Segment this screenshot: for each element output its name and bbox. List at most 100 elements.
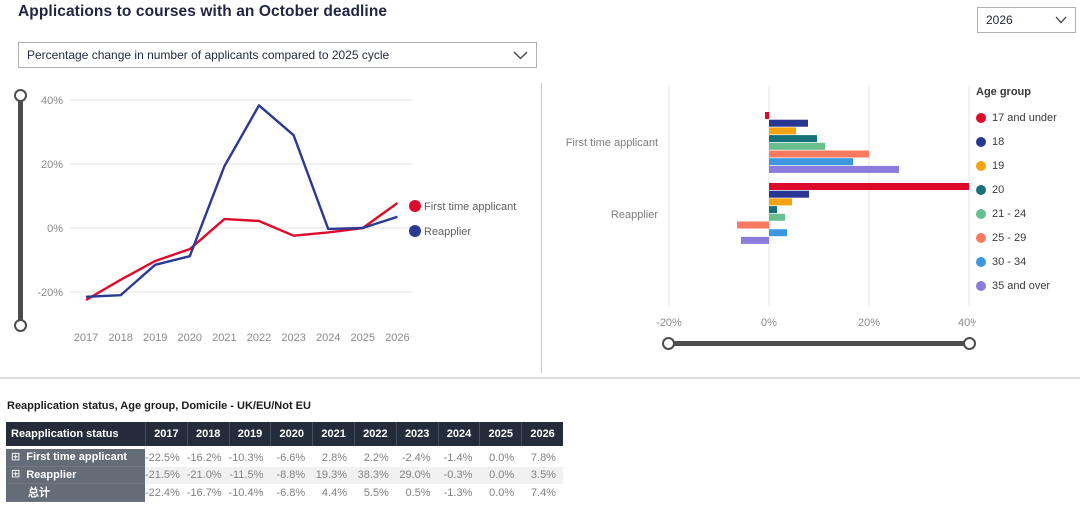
slider-handle-bottom[interactable] [13,319,27,332]
expand-icon[interactable]: ⊞ [11,468,21,481]
slider-handle-top[interactable] [13,89,27,102]
table-cell[interactable]: -1.4% [443,451,473,464]
age-group-legend: Age group 17 and under 18 19 20 21 - 24 25 - … [976,86,1080,298]
slider-handle-left[interactable] [662,337,675,350]
bar[interactable] [769,119,808,127]
metric-filter-dropdown[interactable]: Percentage change in number of applicant… [18,42,537,68]
expand-icon[interactable]: ⊞ [11,450,21,463]
metric-filter-value: Percentage change in number of applicant… [27,48,390,62]
x-tick-label: 2019 [143,332,167,344]
table-header-year[interactable]: 2025 [479,422,521,446]
table-cell[interactable]: -22.5% [144,451,180,464]
table-cell[interactable]: -8.8% [276,469,306,482]
table-cell[interactable]: 7.8% [530,451,556,464]
line-series[interactable] [85,104,398,298]
table-header-year[interactable]: 2018 [186,422,229,446]
legend-label: 21 - 24 [992,208,1027,220]
table-cell[interactable]: -0.3% [443,469,473,482]
legend-dot [976,137,986,147]
table-cell[interactable]: 38.3% [357,469,389,482]
row-label-cell[interactable]: ⊞ Reapplier [6,466,145,484]
bar[interactable] [769,165,899,173]
table-row: 总计 -22.4% -16.7% -10.4% -6.8% 4.4% 5.5% 0.5% -1.… [6,484,563,502]
legend-dot [976,161,986,171]
table-cell[interactable]: 0.0% [489,469,515,482]
table-cell[interactable]: -6.6% [276,451,306,464]
table-cell[interactable]: 2.8% [321,451,347,464]
table-header-year[interactable]: 2022 [353,422,396,446]
bar[interactable] [769,142,825,150]
table-cell[interactable]: -1.3% [443,486,473,499]
table-cell[interactable]: -16.2% [186,451,222,464]
table-cell[interactable]: -22.4% [144,486,180,499]
row-label-cell[interactable]: 总计 [6,484,145,502]
table-cell[interactable]: -10.4% [228,486,264,499]
slider-track[interactable] [668,341,970,346]
legend-item[interactable]: 20 [976,178,1080,202]
line-chart: 40% 20% 0% -20% 2017 2018 2019 2020 2021 2022 2023… [37,95,516,344]
x-tick-label: 20% [858,317,880,329]
legend-item[interactable]: 21 - 24 [976,202,1080,226]
table-cell[interactable]: 7.4% [530,486,556,499]
table-header-year[interactable]: 2017 [145,422,187,446]
slider-track[interactable] [17,96,23,328]
year-filter-dropdown[interactable]: 2026 [977,7,1076,33]
table-cell[interactable]: 2.2% [363,451,389,464]
table-header-year[interactable]: 2021 [312,422,354,446]
table-cell[interactable]: -16.7% [186,486,222,499]
legend-label[interactable]: Reapplier [424,226,471,238]
legend-title: Age group [976,86,1031,98]
table-cell[interactable]: -21.5% [144,469,180,482]
bar[interactable] [769,213,785,221]
bar[interactable] [769,190,809,198]
table-header-year[interactable]: 2019 [228,422,271,446]
table-cell[interactable]: 3.5% [530,469,556,482]
legend-item[interactable]: 19 [976,154,1080,178]
y-axis-range-slider[interactable] [13,89,27,332]
table-cell[interactable]: 0.0% [489,486,515,499]
legend-label: 19 [992,160,1005,172]
table-header-year[interactable]: 2024 [437,422,480,446]
x-tick-label: 2017 [74,332,98,344]
table-cell[interactable]: 0.0% [489,451,515,464]
legend-item[interactable]: 30 - 34 [976,250,1080,274]
row-label-cell[interactable]: ⊞ First time applicant [6,449,145,467]
bar[interactable] [769,206,777,214]
table-cell[interactable]: -21.0% [186,469,222,482]
table-header-year[interactable]: 2020 [270,422,312,446]
table-header-year[interactable]: 2026 [521,422,563,446]
bar[interactable] [737,221,769,229]
legend-item[interactable]: 35 and over [976,274,1080,298]
slider-handle-right[interactable] [963,337,976,350]
legend-label[interactable]: First time applicant [424,201,516,213]
legend-item[interactable]: 18 [976,130,1080,154]
bar[interactable] [769,198,792,206]
bar[interactable] [769,150,869,158]
bar[interactable] [765,112,769,119]
bar[interactable] [769,229,787,237]
table-header-year[interactable]: 2023 [395,422,438,446]
table-cell[interactable]: 0.5% [405,486,431,499]
bar[interactable] [741,236,769,244]
legend-label: 18 [992,136,1005,148]
table-header-gap [6,446,563,449]
bar[interactable] [769,135,817,143]
table-cell[interactable]: 19.3% [315,469,347,482]
line-series[interactable] [85,202,399,302]
x-axis-range-slider[interactable] [662,337,976,350]
legend-label: 20 [992,184,1005,196]
table-cell[interactable]: -2.4% [401,451,431,464]
table-cell[interactable]: -11.5% [229,469,264,482]
legend-item[interactable]: 17 and under [976,106,1080,130]
table-cell[interactable]: 5.5% [363,486,389,499]
table-cell[interactable]: 4.4% [321,486,347,499]
bar[interactable] [769,183,969,190]
table-header-label[interactable]: Reapplication status [11,428,119,440]
table-cell[interactable]: -6.8% [276,486,306,499]
table-cell[interactable]: 29.0% [399,469,431,482]
legend-item[interactable]: 25 - 29 [976,226,1080,250]
x-tick-label: 2020 [178,332,202,344]
bar[interactable] [769,158,853,166]
table-cell[interactable]: -10.3% [228,451,264,464]
bar[interactable] [769,127,796,135]
